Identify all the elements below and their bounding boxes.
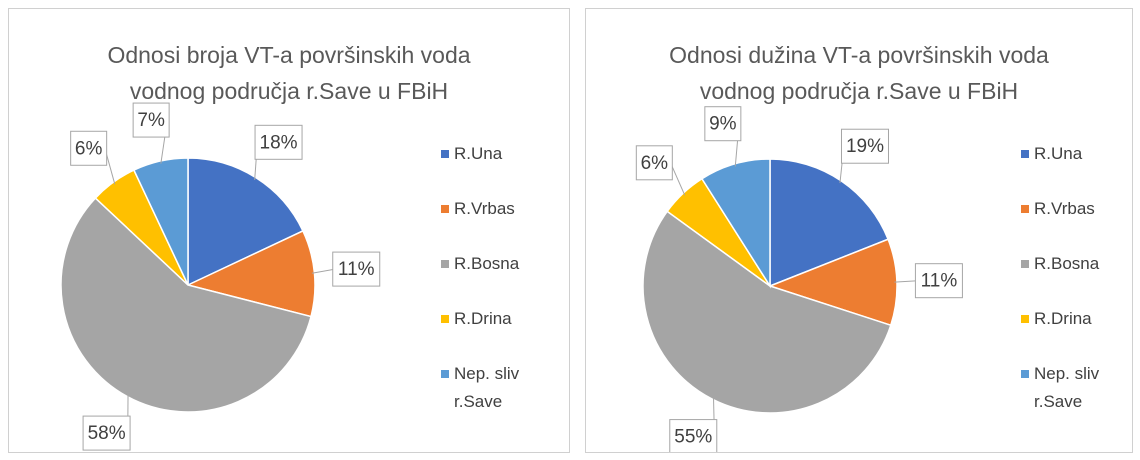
leader-line <box>311 268 336 274</box>
data-label: 6% <box>641 153 669 174</box>
pie-slice <box>700 158 771 289</box>
legend-swatch <box>1021 315 1029 323</box>
legend-item: R.Una <box>1021 140 1121 168</box>
legend-label: R.Bosna <box>454 254 520 273</box>
data-label-box <box>82 415 131 451</box>
data-label: 55% <box>674 427 712 448</box>
legend-label: R.Una <box>1034 144 1083 163</box>
legend-swatch <box>1021 205 1029 213</box>
leader-line <box>894 280 918 283</box>
legend-item: R.Una <box>441 140 541 168</box>
data-label: 9% <box>709 114 737 135</box>
chart-title: Odnosi broja VT-a površinskih voda vodno… <box>107 42 471 104</box>
pie-slice <box>769 158 890 288</box>
legend-item: Nep. sliv r.Save <box>441 360 541 416</box>
data-label: 19% <box>846 136 884 157</box>
legend-item: R.Bosna <box>441 250 541 278</box>
pie-chart: 19% 11% 55% 6% 9% <box>635 106 963 452</box>
legend-swatch <box>441 205 449 213</box>
legend-label: R.Drina <box>1034 309 1092 328</box>
data-label-box <box>332 251 381 287</box>
data-label-box <box>132 102 170 138</box>
data-label-box <box>70 130 108 166</box>
data-label: 11% <box>921 271 958 292</box>
data-label: 11% <box>338 259 375 280</box>
data-label-box <box>669 419 718 452</box>
legend-item: R.Vrbas <box>441 195 541 223</box>
legend-label: R.Vrbas <box>454 199 515 218</box>
legend-swatch <box>1021 370 1029 378</box>
pie-chart: 18% 11% 58% 6% 7% <box>60 102 381 451</box>
legend-label: Nep. sliv r.Save <box>1034 364 1100 411</box>
legend-item: R.Drina <box>441 305 541 333</box>
chart-panel: Odnosi dužina VT-a površinskih voda vodn… <box>585 8 1133 453</box>
chart-panel: Odnosi broja VT-a površinskih voda vodno… <box>8 8 570 453</box>
legend-item: R.Bosna <box>1021 250 1121 278</box>
data-label: 6% <box>75 138 103 159</box>
legend-swatch <box>1021 150 1029 158</box>
pie-slice <box>642 210 892 414</box>
legend-swatch <box>441 315 449 323</box>
legend-item: R.Drina <box>1021 305 1121 333</box>
legend-swatch <box>441 150 449 158</box>
legend-label: R.Vrbas <box>1034 199 1095 218</box>
legend-swatch <box>441 370 449 378</box>
data-label-box <box>254 124 303 160</box>
pie-slice <box>132 157 189 286</box>
legend-label: R.Drina <box>454 309 512 328</box>
data-label: 18% <box>260 132 298 153</box>
data-label: 7% <box>137 110 165 131</box>
data-label-box <box>840 128 889 164</box>
data-label: 58% <box>88 423 126 444</box>
data-label-box <box>635 145 673 181</box>
legend-swatch <box>441 260 449 268</box>
legend-swatch <box>1021 260 1029 268</box>
legend-label: R.Una <box>454 144 503 163</box>
pie-slice <box>187 157 304 287</box>
legend-label: Nep. sliv r.Save <box>454 364 520 411</box>
legend-item: R.Vrbas <box>1021 195 1121 223</box>
data-label-box <box>914 263 963 299</box>
chart-title: Odnosi dužina VT-a površinskih voda vodn… <box>669 42 1049 104</box>
data-label-box <box>704 106 742 142</box>
leader-line <box>670 162 686 196</box>
legend-item: Nep. sliv r.Save <box>1021 360 1121 416</box>
legend-label: R.Bosna <box>1034 254 1100 273</box>
pie-slice <box>60 197 312 413</box>
